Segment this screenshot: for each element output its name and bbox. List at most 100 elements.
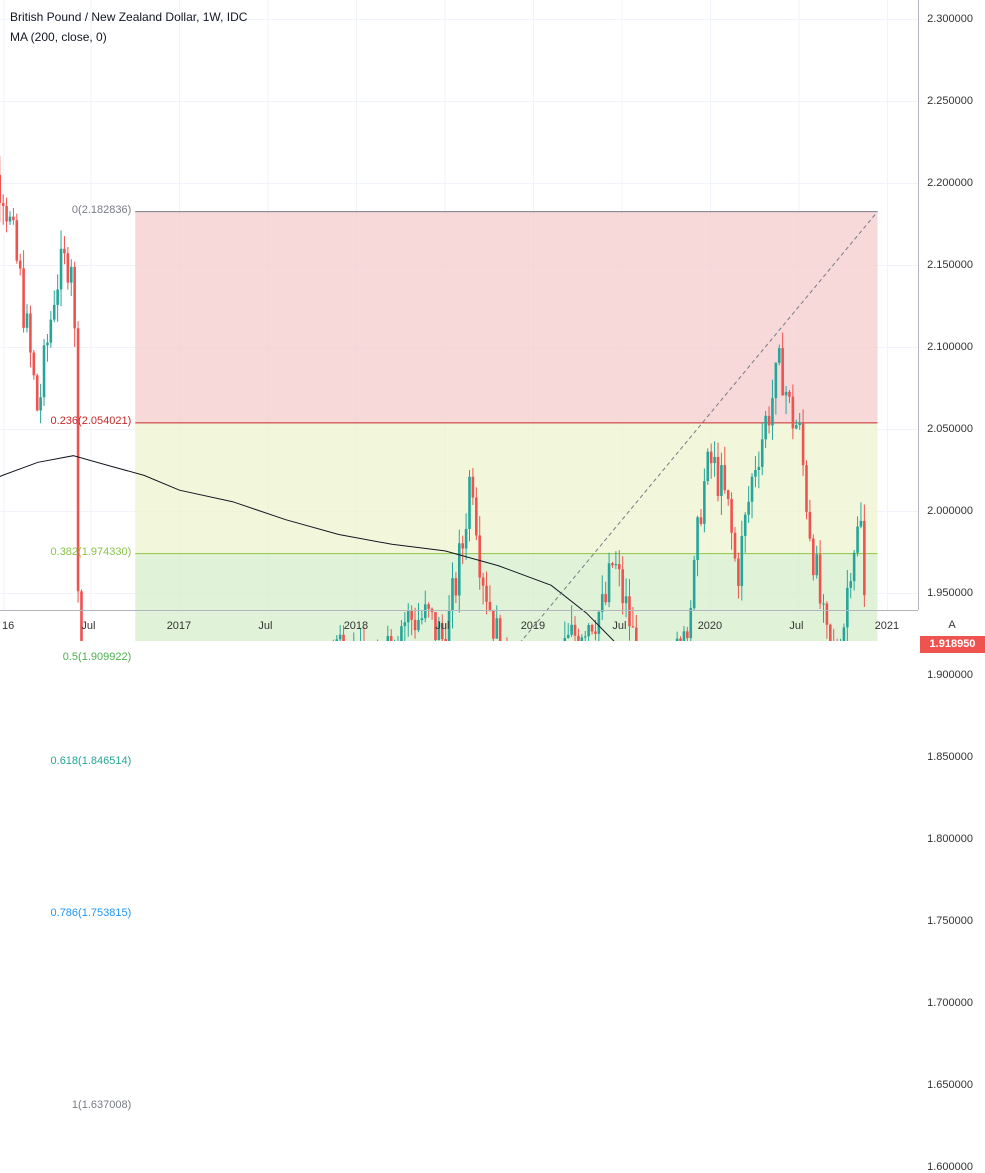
candle-body bbox=[573, 624, 577, 636]
fib-level-label: 0.382(1.974330) bbox=[50, 545, 132, 558]
candle-body bbox=[468, 476, 471, 529]
candle-body bbox=[403, 622, 407, 627]
candle-body bbox=[709, 451, 713, 464]
candle-body bbox=[750, 476, 754, 502]
candle-body bbox=[63, 248, 66, 254]
candle-body bbox=[597, 611, 601, 634]
candle-body bbox=[475, 497, 478, 536]
candle-body bbox=[42, 345, 46, 398]
fibonacci-trend-line[interactable] bbox=[135, 211, 878, 641]
candle-body bbox=[495, 618, 499, 639]
candle-body bbox=[454, 578, 458, 596]
candle-body bbox=[52, 304, 56, 320]
candle-body bbox=[777, 348, 781, 363]
auto-scale-button[interactable]: A bbox=[948, 619, 956, 631]
price-tick-label: 2.150000 bbox=[927, 258, 973, 271]
fib-level-label: 0.618(1.846514) bbox=[50, 755, 132, 768]
candle-body bbox=[856, 526, 859, 553]
candle-body bbox=[811, 538, 815, 576]
candle-body bbox=[679, 638, 682, 641]
price-tick-label: 2.000000 bbox=[927, 504, 973, 517]
candle-body bbox=[577, 635, 580, 641]
candle-body bbox=[400, 626, 403, 641]
candle-body bbox=[696, 517, 699, 560]
candle-body bbox=[733, 532, 737, 559]
candle-body bbox=[389, 636, 393, 641]
candle-body bbox=[46, 342, 49, 346]
candle-body bbox=[617, 564, 621, 570]
candle-body bbox=[781, 348, 784, 396]
candle-body bbox=[427, 604, 430, 609]
candle-body bbox=[740, 535, 744, 586]
candle-body bbox=[634, 627, 638, 641]
candle-body bbox=[703, 481, 706, 524]
candle-body bbox=[471, 476, 475, 498]
candle-body bbox=[631, 626, 635, 628]
candle-body bbox=[621, 569, 624, 604]
candle-body bbox=[406, 610, 410, 623]
candle-body bbox=[716, 456, 720, 496]
candle-body bbox=[587, 625, 590, 637]
candle-body bbox=[859, 520, 863, 527]
time-tick-label: 2017 bbox=[166, 620, 192, 632]
candle-body bbox=[342, 634, 345, 641]
candle-body bbox=[692, 559, 696, 609]
candle-body bbox=[628, 596, 631, 627]
indicator-legend[interactable]: MA (200, close, 0) bbox=[10, 30, 107, 44]
candle-body bbox=[15, 220, 19, 261]
candle-body bbox=[863, 520, 866, 596]
price-tick-label: 1.600000 bbox=[927, 1160, 973, 1173]
candle-body bbox=[73, 266, 76, 329]
candle-body bbox=[713, 456, 716, 464]
candle-body bbox=[723, 465, 727, 491]
candle-body bbox=[76, 328, 80, 592]
price-tick-label: 2.250000 bbox=[927, 94, 973, 107]
price-chart[interactable] bbox=[0, 0, 985, 641]
moving-average-line bbox=[0, 455, 615, 641]
candle-body bbox=[675, 638, 679, 641]
candle-body bbox=[600, 594, 604, 612]
candle-body bbox=[801, 422, 805, 466]
candle-body bbox=[794, 425, 798, 429]
price-tick-label: 1.800000 bbox=[927, 832, 973, 845]
candle-body bbox=[563, 637, 567, 641]
candle-body bbox=[682, 631, 686, 641]
candle-body bbox=[580, 637, 584, 641]
price-tick-label: 1.750000 bbox=[927, 914, 973, 927]
candle-body bbox=[56, 289, 59, 305]
candle-body bbox=[440, 623, 444, 640]
candle-body bbox=[1, 203, 5, 206]
fib-level-label: 1(1.637008) bbox=[71, 1098, 132, 1111]
fib-level-label: 0.5(1.909922) bbox=[62, 651, 132, 664]
candle-body bbox=[791, 396, 795, 429]
price-tick-label: 1.850000 bbox=[927, 750, 973, 763]
fib-level-label: 0(2.182836) bbox=[71, 203, 132, 216]
candle-body bbox=[32, 352, 36, 376]
candle-body bbox=[852, 552, 856, 582]
candle-body bbox=[788, 391, 791, 397]
candle-body bbox=[611, 563, 614, 566]
candle-body bbox=[25, 313, 29, 328]
time-tick-label: Jul bbox=[81, 620, 96, 632]
candle-body bbox=[822, 603, 825, 605]
fib-band bbox=[135, 553, 878, 641]
candle-body bbox=[451, 578, 454, 611]
time-tick-label: Jul bbox=[612, 620, 627, 632]
candle-body bbox=[614, 564, 618, 566]
candle-body bbox=[699, 517, 703, 524]
chart-title: British Pound / New Zealand Dollar, 1W, … bbox=[10, 10, 248, 24]
price-tick-label: 1.950000 bbox=[927, 586, 973, 599]
candle-body bbox=[464, 528, 468, 549]
candle-body bbox=[689, 608, 693, 639]
candle-body bbox=[12, 216, 15, 221]
candle-body bbox=[774, 362, 778, 399]
candle-body bbox=[444, 639, 447, 641]
candle-body bbox=[485, 585, 488, 602]
candle-body bbox=[410, 610, 413, 620]
candle-body bbox=[760, 439, 764, 467]
candle-body bbox=[607, 563, 611, 603]
time-tick-label: Jul bbox=[789, 620, 804, 632]
candle-body bbox=[604, 594, 607, 603]
candle-body bbox=[706, 451, 710, 482]
candle-body bbox=[815, 554, 818, 576]
